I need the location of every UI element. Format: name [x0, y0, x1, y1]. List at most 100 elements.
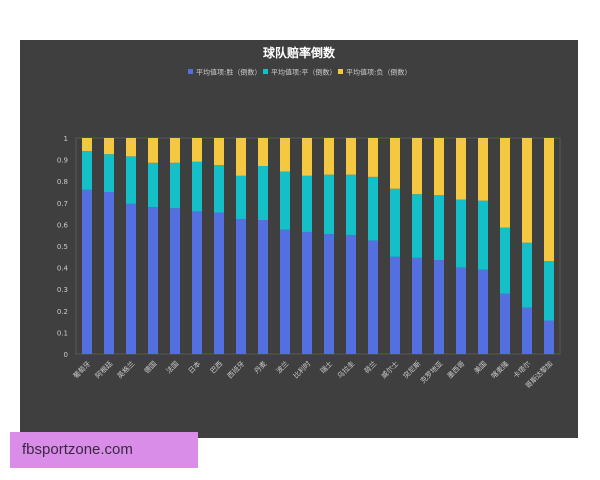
bar-segment — [412, 138, 422, 195]
x-tick-label: 西班牙 — [225, 359, 246, 380]
y-tick-label: 0 — [64, 351, 68, 359]
bar-segment — [456, 138, 466, 200]
bar-segment — [456, 199, 466, 268]
bar-segment — [82, 189, 92, 354]
bar-segment — [324, 174, 334, 235]
bar-segment — [170, 208, 180, 354]
bar-segment — [236, 219, 246, 354]
x-tick-label: 日本 — [186, 359, 202, 375]
x-tick-label: 巴西 — [209, 360, 225, 376]
x-tick-label: 阿根廷 — [93, 359, 114, 380]
bar-segment — [258, 166, 268, 221]
bar-segment — [258, 220, 268, 354]
bar-segment — [324, 234, 334, 354]
x-tick-label: 英格兰 — [115, 359, 136, 380]
x-tick-label: 法国 — [164, 359, 180, 375]
chart-title: 球队赔率倒数 — [263, 45, 336, 60]
bar-segment — [368, 176, 378, 241]
bar-segment — [192, 138, 202, 162]
bar-segment — [412, 194, 422, 258]
bar-segment — [522, 307, 532, 354]
bar-segment — [478, 200, 488, 270]
legend-label: 平均值项:负（倒数） — [346, 68, 411, 77]
bar-segment — [280, 138, 290, 172]
x-tick-label: 喀麦隆 — [489, 359, 510, 380]
bar-segment — [236, 175, 246, 219]
bar-segment — [500, 293, 510, 354]
bar-segment — [104, 138, 114, 155]
bar-segment — [500, 227, 510, 294]
bar-segment — [148, 162, 158, 208]
bar-segment — [390, 188, 400, 257]
bar-segment — [104, 154, 114, 192]
bar-segment — [346, 235, 356, 354]
legend-label: 平均值项:平（倒数） — [271, 68, 336, 77]
bar-segment — [544, 138, 554, 262]
bar-segment — [390, 256, 400, 354]
x-tick-label: 丹麦 — [252, 359, 268, 375]
x-tick-label: 突尼斯 — [401, 359, 422, 380]
y-tick-label: 0.9 — [57, 157, 68, 165]
bar-segment — [104, 192, 114, 354]
bar-segment — [192, 161, 202, 212]
bar-segment — [302, 138, 312, 176]
bar-segment — [236, 138, 246, 176]
bar-segment — [280, 171, 290, 230]
x-tick-label: 波兰 — [274, 359, 290, 375]
bar-segment — [500, 138, 510, 228]
bar-segment — [170, 162, 180, 209]
x-tick-label: 德国 — [142, 359, 158, 375]
x-tick-label: 葡萄牙 — [71, 359, 92, 380]
bar-segment — [434, 138, 444, 196]
y-tick-label: 1 — [64, 135, 68, 143]
bar-segment — [434, 195, 444, 261]
legend-swatch — [188, 69, 193, 74]
x-tick-label: 威尔士 — [379, 359, 400, 380]
y-tick-label: 0.3 — [57, 286, 68, 294]
bar-segment — [302, 231, 312, 354]
legend-swatch — [338, 69, 343, 74]
watermark: fbsportzone.com — [10, 432, 198, 468]
bar-segment — [412, 257, 422, 354]
bar-segment — [478, 269, 488, 354]
bar-segment — [346, 138, 356, 175]
bar-segment — [148, 138, 158, 163]
bar-segment — [148, 207, 158, 354]
bar-segment — [258, 138, 268, 167]
bar-segment — [214, 138, 224, 165]
x-tick-label: 克罗地亚 — [418, 359, 444, 385]
y-tick-label: 0.7 — [57, 200, 68, 208]
x-tick-label: 瑞士 — [318, 359, 334, 375]
x-tick-label: 美国 — [472, 359, 488, 375]
bar-segment — [126, 203, 136, 354]
bar-segment — [390, 138, 400, 189]
x-tick-label: 卡塔尔 — [511, 359, 532, 380]
y-tick-label: 0.5 — [57, 243, 68, 251]
bar-segment — [82, 138, 92, 151]
bar-segment — [456, 267, 466, 354]
bar-segment — [368, 138, 378, 177]
axes: 0 0.1 0.2 0.3 0.4 0.5 0.6 0.7 0.8 0.9 1 — [57, 135, 561, 359]
bar-segment — [214, 165, 224, 213]
y-tick-label: 0.6 — [57, 221, 69, 229]
bar-segment — [522, 242, 532, 308]
stacked-bar-chart: 球队赔率倒数 平均值项:胜（倒数） 平均值项:平（倒数） 平均值项:负（倒数） 0 0… — [57, 45, 561, 390]
plot-border — [75, 137, 561, 355]
bar-segment — [214, 212, 224, 354]
x-tick-label: 荷兰 — [362, 359, 378, 375]
x-axis-labels: 葡萄牙 阿根廷 英格兰 德国 法国 日本 巴西 西班牙 丹麦 波兰 比利时 瑞士 乌拉圭 荷兰 威尔士 突尼斯… — [71, 359, 554, 390]
x-tick-label: 墨西哥 — [446, 360, 467, 381]
bar-segment — [544, 261, 554, 321]
legend-label: 平均值项:胜（倒数） — [196, 68, 261, 77]
bar-segment — [324, 138, 334, 175]
bar-segment — [170, 138, 180, 163]
bar-segment — [192, 211, 202, 354]
bars — [82, 138, 554, 354]
bar-segment — [82, 150, 92, 190]
bar-segment — [368, 240, 378, 354]
bar-segment — [126, 138, 136, 157]
y-tick-label: 0.2 — [57, 308, 68, 316]
bar-segment — [544, 320, 554, 354]
bar-segment — [302, 175, 312, 232]
x-tick-label: 比利时 — [291, 359, 312, 380]
